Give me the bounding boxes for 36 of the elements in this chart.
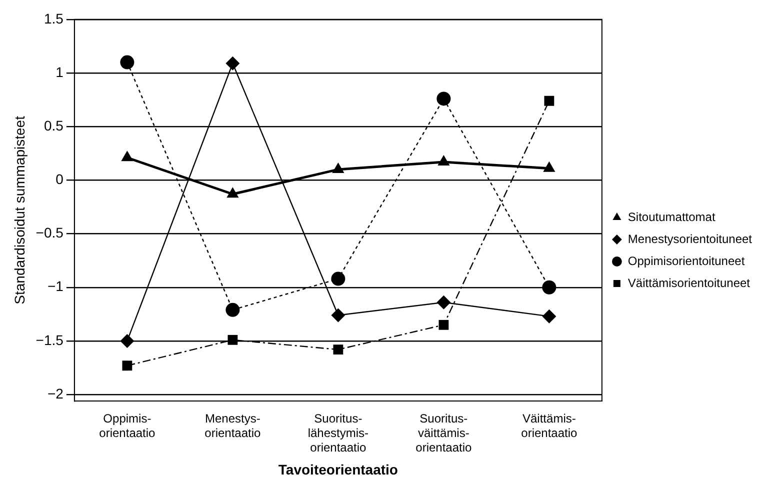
- legend-label: Sitoutumattomat: [628, 210, 716, 224]
- x-tick-label: Suoritus- lähestymis- orientaatio: [308, 412, 369, 454]
- y-tick-label: −0.5: [36, 224, 64, 241]
- point: [120, 334, 134, 348]
- x-tick-label: Menestys- orientaatio: [204, 412, 262, 440]
- x-tick-label: Oppimis- orientaatio: [99, 412, 156, 440]
- point: [544, 96, 554, 106]
- point: [226, 56, 240, 70]
- y-tick-label: 0.5: [44, 117, 64, 134]
- point: [120, 55, 134, 70]
- point: [228, 334, 238, 345]
- x-tick-label: Väittämis- orientaatio: [521, 412, 578, 440]
- legend-label: Oppimisorientoituneet: [628, 254, 746, 268]
- point: [121, 150, 134, 162]
- point: [542, 309, 556, 324]
- point: [436, 295, 451, 310]
- legend-label: Menestysorientoituneet: [628, 232, 753, 246]
- y-tick-label: 1.5: [44, 10, 64, 26]
- point: [436, 92, 451, 106]
- y-tick-label: 1: [56, 64, 64, 80]
- point: [331, 272, 346, 286]
- point: [542, 280, 556, 294]
- point: [226, 187, 239, 198]
- y-tick-label: 0: [56, 171, 64, 188]
- point: [226, 302, 240, 317]
- y-tick-label: −1: [47, 278, 64, 294]
- x-axis-title: Tavoiteorientaatio: [278, 461, 398, 478]
- y-tick-label: −1.5: [36, 332, 64, 348]
- y-axis-title: Standardisoidut summapisteet: [11, 116, 28, 304]
- legend-label: Väittämisorientoituneet: [628, 276, 751, 290]
- point: [331, 308, 346, 322]
- y-tick-label: −2: [47, 385, 64, 402]
- x-tick-label: Suoritus- väittämis- orientaatio: [416, 412, 472, 454]
- point: [122, 360, 132, 371]
- point: [438, 320, 449, 330]
- point: [333, 344, 344, 354]
